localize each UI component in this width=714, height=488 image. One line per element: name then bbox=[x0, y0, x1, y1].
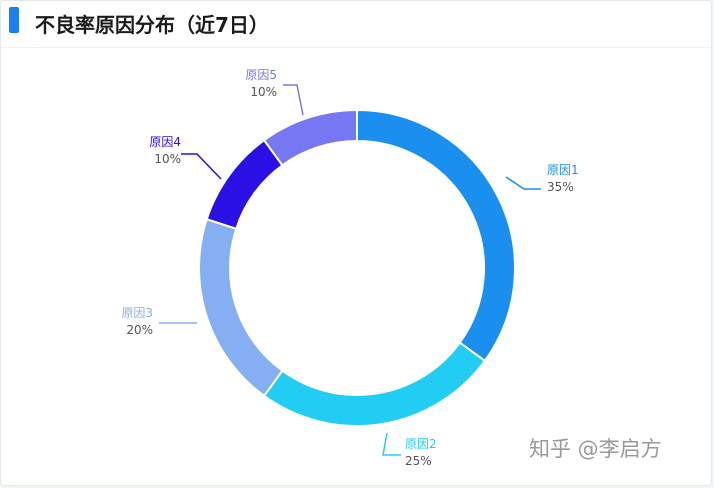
slice-label-原因3: 原因3 bbox=[121, 306, 153, 320]
slice-原因4[interactable] bbox=[205, 138, 284, 231]
slice-value-原因1: 35% bbox=[547, 180, 574, 194]
panel-header: 不良率原因分布（近7日） bbox=[1, 1, 711, 48]
slice-value-原因3: 20% bbox=[126, 323, 153, 337]
slice-原因2[interactable] bbox=[262, 341, 487, 427]
leader-line-原因2 bbox=[382, 432, 401, 456]
slice-label-原因2: 原因2 bbox=[405, 437, 437, 451]
slice-value-原因2: 25% bbox=[405, 454, 432, 468]
slice-label-原因5: 原因5 bbox=[245, 68, 277, 82]
slice-label-原因1: 原因1 bbox=[547, 163, 579, 177]
leader-line-原因5 bbox=[283, 84, 304, 116]
chart-title: 不良率原因分布（近7日） bbox=[35, 13, 269, 37]
slice-value-原因4: 10% bbox=[154, 152, 181, 166]
slice-label-原因4: 原因4 bbox=[149, 135, 181, 149]
slice-value-原因5: 10% bbox=[250, 85, 277, 99]
watermark: 知乎 @李启方 bbox=[529, 437, 662, 461]
leader-line-原因1 bbox=[505, 176, 541, 190]
title-accent-bar bbox=[9, 7, 19, 33]
slice-原因5[interactable] bbox=[262, 108, 358, 167]
slice-原因1[interactable] bbox=[356, 108, 516, 363]
slice-原因3[interactable] bbox=[198, 217, 284, 398]
leader-line-原因4 bbox=[181, 153, 222, 180]
